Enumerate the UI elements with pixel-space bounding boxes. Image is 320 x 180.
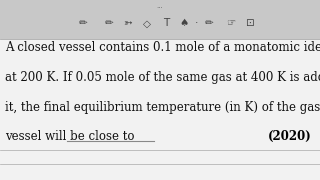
Bar [0,0,320,39]
Text: it, the final equilibrium temperature (in K) of the gas in the: it, the final equilibrium temperature (i… [5,101,320,114]
Text: vessel will be close to: vessel will be close to [5,130,138,143]
Text: ·: · [195,18,198,28]
Text: at 200 K. If 0.05 mole of the same gas at 400 K is added to: at 200 K. If 0.05 mole of the same gas a… [5,71,320,84]
Text: ➳: ➳ [124,18,132,28]
Text: A closed vessel contains 0.1 mole of a monatomic ideal gas: A closed vessel contains 0.1 mole of a m… [5,41,320,54]
Text: ✏: ✏ [205,18,214,28]
Text: ...: ... [156,3,164,9]
Text: ◇: ◇ [143,18,151,28]
Text: ✏: ✏ [104,18,113,28]
Text: T: T [163,18,170,28]
Text: (2020): (2020) [268,130,312,143]
Text: ♠: ♠ [180,18,188,28]
Text: ✏: ✏ [79,18,88,28]
Text: ☞: ☞ [226,18,235,28]
Bar [0,39,320,180]
Text: ⊡: ⊡ [245,18,254,28]
